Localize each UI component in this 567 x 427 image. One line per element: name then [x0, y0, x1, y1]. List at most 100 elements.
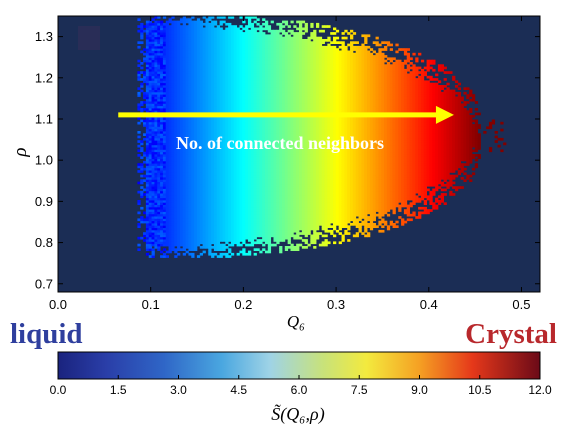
heat-cell: [256, 229, 260, 233]
heat-cell: [177, 22, 181, 26]
heat-cell: [174, 39, 178, 42]
heat-cell: [216, 172, 221, 176]
heat-cell: [196, 101, 201, 104]
heat-cell: [247, 80, 252, 84]
heat-cell: [247, 135, 252, 139]
heat-cell: [196, 48, 201, 51]
heat-cell: [182, 211, 186, 215]
heat-cell: [205, 163, 209, 166]
heat-cell: [196, 80, 201, 84]
heat-cell: [213, 119, 218, 123]
heat-cell: [276, 110, 280, 113]
heat-cell: [151, 101, 155, 104]
heat-cell: [219, 158, 223, 162]
heat-cell: [273, 149, 277, 153]
heat-cell: [157, 202, 161, 205]
heat-cell: [188, 41, 192, 44]
heat-cell: [270, 156, 274, 159]
heat-cell: [196, 41, 201, 44]
heat-cell: [154, 147, 158, 150]
heat-cell: [196, 62, 201, 65]
heat-cell: [242, 223, 246, 226]
heat-cell: [151, 64, 155, 67]
heat-cell: [154, 200, 158, 203]
heat-cell: [208, 133, 212, 136]
heat-cell: [165, 32, 169, 35]
heat-cell: [228, 202, 232, 205]
heat-cell: [157, 246, 161, 249]
heat-cell: [228, 177, 232, 180]
heat-cell: [208, 246, 212, 249]
heat-cell: [259, 181, 263, 185]
heat-cell: [233, 126, 238, 130]
heat-cell: [168, 158, 172, 162]
heat-cell: [182, 144, 186, 148]
heat-cell: [264, 119, 269, 123]
heat-cell: [191, 156, 195, 159]
heat-cell: [205, 25, 209, 28]
heat-cell: [213, 89, 218, 93]
heat-cell: [259, 29, 263, 33]
heat-cell: [160, 128, 164, 132]
heat-cell: [245, 34, 249, 38]
heat-cell: [145, 45, 150, 49]
heat-cell: [208, 29, 212, 33]
heat-cell: [179, 108, 184, 111]
heat-cell: [148, 96, 152, 100]
heat-cell: [279, 213, 283, 217]
heat-cell: [185, 68, 189, 72]
heat-cell: [219, 82, 223, 86]
heat-cell: [247, 170, 252, 173]
heat-cell: [262, 181, 266, 185]
heat-cell: [247, 204, 252, 208]
heat-cell: [194, 165, 198, 169]
heat-cell: [191, 43, 195, 47]
heat-cell: [262, 156, 266, 159]
heat-cell: [182, 85, 186, 88]
heat-cell: [162, 117, 167, 120]
heat-cell: [151, 87, 155, 90]
heat-cell: [284, 218, 289, 222]
heat-cell: [199, 43, 203, 47]
heat-cell: [168, 140, 172, 143]
heat-cell: [157, 87, 161, 90]
heat-cell: [160, 108, 164, 111]
heat-cell: [168, 179, 172, 182]
heat-cell: [188, 80, 192, 84]
heat-cell: [162, 52, 167, 56]
heat-cell: [225, 158, 229, 162]
heat-cell: [213, 48, 218, 51]
heat-cell: [160, 68, 164, 72]
heat-cell: [143, 78, 147, 81]
heat-cell: [279, 89, 283, 93]
heat-cell: [191, 128, 195, 132]
heat-cell: [253, 163, 257, 166]
heat-cell: [247, 64, 252, 67]
heat-cell: [264, 135, 269, 139]
heat-cell: [262, 66, 266, 70]
heat-cell: [230, 34, 235, 38]
heat-cell: [162, 48, 167, 51]
heat-cell: [273, 197, 277, 201]
heat-cell: [202, 45, 206, 49]
heat-cell: [250, 151, 255, 155]
heat-cell: [236, 188, 240, 192]
heat-cell: [230, 41, 235, 44]
heat-cell: [199, 32, 203, 35]
heat-cell: [264, 101, 269, 104]
heat-cell: [188, 62, 192, 65]
heat-cell: [199, 188, 203, 192]
heat-cell: [245, 75, 249, 79]
heat-cell: [264, 34, 269, 38]
heat-cell: [233, 80, 238, 84]
heat-cell: [281, 126, 286, 130]
heat-cell: [168, 68, 172, 72]
heat-cell: [267, 41, 272, 44]
heat-cell: [202, 121, 206, 125]
heat-cell: [199, 75, 203, 79]
heat-cell: [211, 252, 215, 256]
heat-cell: [225, 89, 229, 93]
heat-cell: [165, 211, 169, 215]
heat-cell: [182, 204, 186, 208]
heat-cell: [284, 195, 289, 199]
